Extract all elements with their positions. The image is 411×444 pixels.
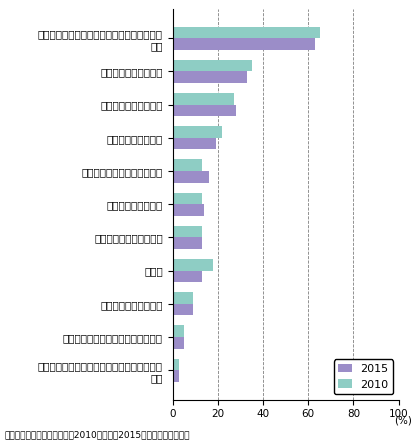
Bar (173, 71, 247, 83)
Bar (173, 193, 202, 204)
Bar (173, 370, 179, 382)
Bar (173, 259, 213, 271)
Bar (173, 38, 315, 50)
Text: 資料：外資系企業動向調査（2010年実績、2015年実績）から引用。: 資料：外資系企業動向調査（2010年実績、2015年実績）から引用。 (4, 431, 189, 440)
Bar (173, 138, 215, 150)
X-axis label: (%): (%) (394, 415, 411, 425)
Bar (173, 93, 233, 105)
Bar (173, 27, 319, 38)
Bar (173, 159, 202, 171)
Bar (173, 238, 202, 249)
Bar (173, 292, 193, 304)
Bar (173, 304, 193, 315)
Legend: 2015, 2010: 2015, 2010 (334, 359, 393, 394)
Bar (173, 204, 204, 216)
Bar (173, 126, 222, 138)
Bar (173, 337, 184, 349)
Bar (173, 325, 184, 337)
Bar (173, 60, 252, 71)
Bar (173, 171, 209, 182)
Bar (173, 271, 202, 282)
Bar (173, 359, 179, 370)
Bar (173, 105, 236, 116)
Bar (173, 226, 202, 238)
